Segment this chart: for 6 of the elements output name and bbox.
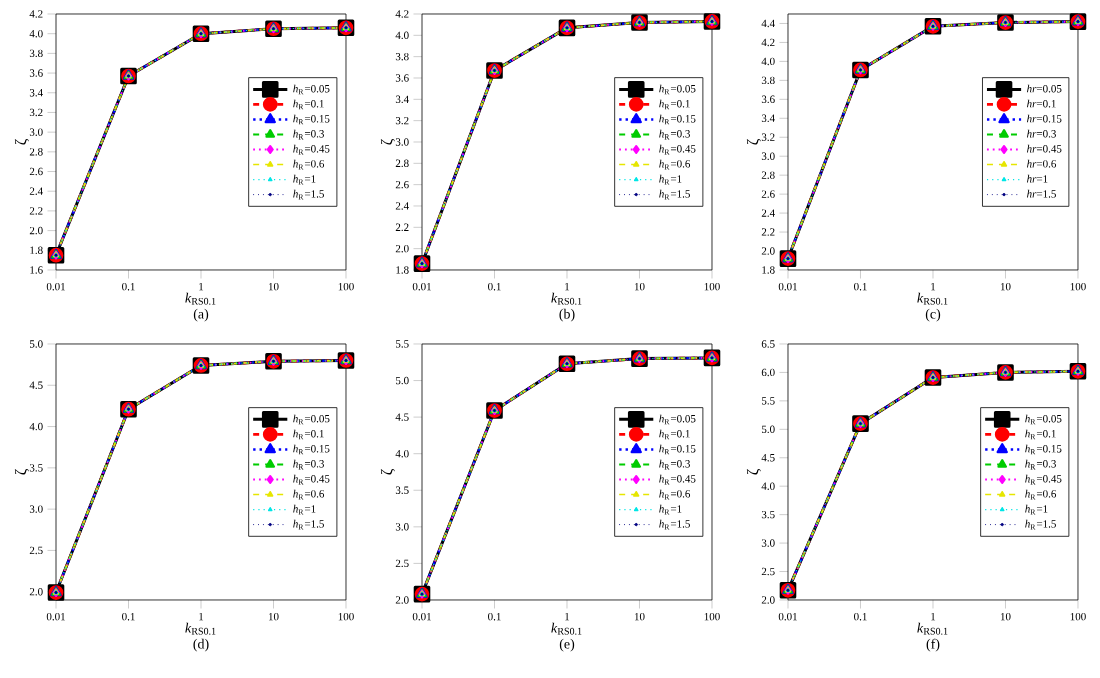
y-axis-title: ζ [380, 469, 395, 475]
y-axis-title: ζ [380, 139, 395, 145]
y-axis-title: ζ [746, 139, 761, 145]
y-axis-title: ζ [746, 469, 761, 475]
y-axis-title: ζ [14, 469, 29, 475]
y-axis-title: ζ [14, 139, 29, 145]
